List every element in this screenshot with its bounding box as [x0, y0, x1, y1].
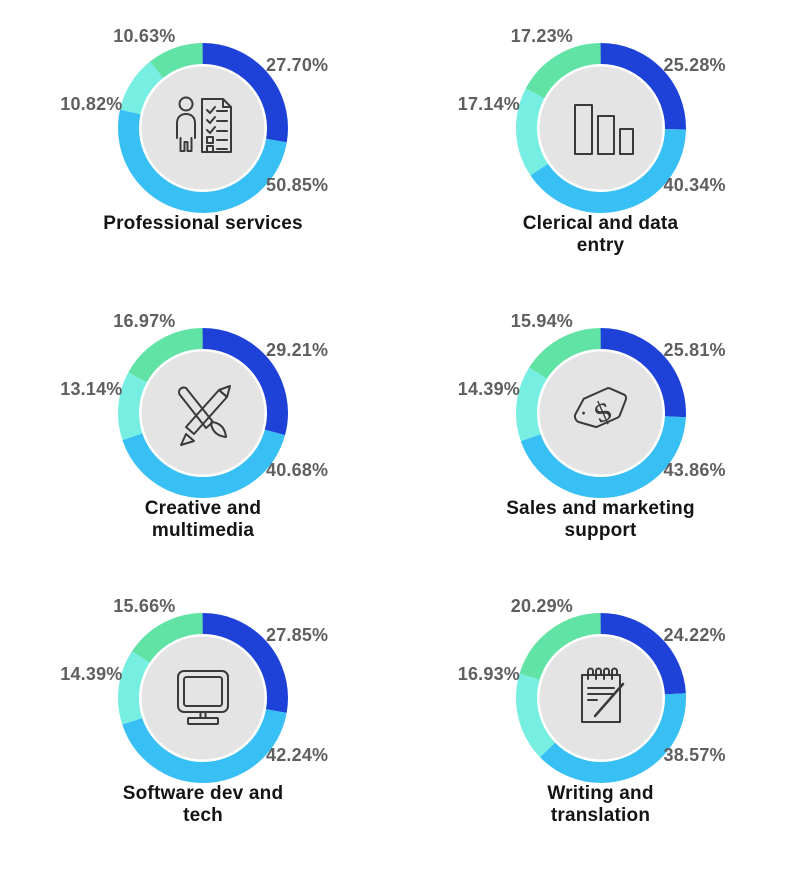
- chart-title-line: Software dev and: [122, 783, 284, 804]
- donut-segment: [118, 43, 288, 213]
- pencil-brush-icon: [167, 377, 239, 449]
- person-checklist-icon: [167, 92, 239, 164]
- chart-title-line: translation: [550, 805, 651, 826]
- donut-segment: [118, 328, 288, 498]
- donut-chart-cell: 24.22% 38.57% 16.93% 20.29% Writing and t…: [398, 570, 795, 855]
- segment-value-label: 29.21%: [266, 340, 329, 360]
- bar-chart-icon: [565, 92, 637, 164]
- donut-ring: [515, 328, 686, 498]
- svg-text:$: $: [587, 393, 617, 430]
- donut-chart-cell: 29.21% 40.68% 13.14% 16.97% Creative and…: [0, 285, 398, 570]
- donut-segment: [118, 328, 288, 498]
- donut-segment: [515, 328, 686, 498]
- donut-segment: [118, 43, 288, 213]
- segment-value-label: 10.82%: [60, 94, 123, 114]
- notepad-icon: [580, 667, 624, 723]
- donut-center-circle: [539, 636, 662, 760]
- chart-title-line: support: [564, 520, 637, 541]
- segment-value-label: 20.29%: [510, 596, 573, 616]
- segment-value-label: 14.39%: [457, 379, 520, 399]
- donut-segment: [118, 328, 288, 498]
- segment-value-label: 27.70%: [266, 55, 329, 75]
- chart-title-line: tech: [183, 805, 223, 826]
- donut-segment: [118, 613, 288, 783]
- donut-segment: [515, 613, 686, 783]
- chart-title: Writing and translation: [496, 783, 706, 827]
- segment-value-label: 38.57%: [663, 745, 726, 765]
- donut-chart: [515, 613, 686, 783]
- donut-segment: [118, 328, 288, 498]
- donut-segment: [515, 43, 686, 213]
- chart-title-line: Clerical and data: [522, 213, 679, 234]
- segment-value-label: 10.63%: [113, 26, 176, 46]
- donut-segment: [515, 328, 686, 498]
- chart-title-line: entry: [576, 235, 625, 256]
- chart-title: Professional services: [98, 213, 308, 235]
- donut-ring: [515, 43, 686, 213]
- donut-segment: [118, 43, 288, 213]
- price-tag-icon: $: [573, 387, 627, 430]
- segment-value-label: 17.14%: [457, 94, 520, 114]
- donut-segment: [118, 613, 288, 783]
- donut-chart-cell: 27.70% 50.85% 10.82% 10.63% Professional…: [0, 0, 398, 285]
- bar-chart-icon: [573, 104, 634, 155]
- segment-value-label: 43.86%: [663, 460, 726, 480]
- segment-value-label: 25.28%: [663, 55, 726, 75]
- donut-chart: [118, 328, 288, 498]
- donut-center-circle: [141, 351, 265, 475]
- pencil-brush-icon: [177, 385, 231, 446]
- segment-value-label: 16.97%: [113, 311, 176, 331]
- chart-title-line: Writing and: [547, 783, 654, 804]
- donut-chart: [515, 43, 686, 213]
- segment-value-label: 27.85%: [266, 625, 329, 645]
- price-tag-icon: $: [565, 377, 637, 449]
- donut-center-circle: [141, 636, 265, 760]
- donut-segment: [515, 328, 686, 498]
- donut-chart: [118, 43, 288, 213]
- donut-chart: $: [515, 328, 686, 498]
- donut-center-circle: [539, 351, 662, 475]
- monitor-icon: [167, 662, 239, 734]
- segment-value-label: 40.68%: [266, 460, 329, 480]
- chart-title: Creative and multimedia: [98, 498, 308, 542]
- chart-title: Sales and marketing support: [496, 498, 706, 542]
- segment-value-label: 40.34%: [663, 175, 726, 195]
- donut-segment: [515, 43, 686, 213]
- chart-title-line: multimedia: [151, 520, 255, 541]
- chart-title-line: Creative and: [144, 498, 262, 519]
- segment-value-label: 13.14%: [60, 379, 123, 399]
- chart-title: Software dev and tech: [98, 783, 308, 827]
- chart-title-line: Professional services: [103, 213, 303, 234]
- donut-ring: [118, 613, 288, 783]
- donut-chart-grid: 27.70% 50.85% 10.82% 10.63% Professional…: [0, 0, 795, 855]
- segment-value-label: 50.85%: [266, 175, 329, 195]
- donut-segment: [515, 613, 686, 783]
- segment-value-label: 24.22%: [663, 625, 726, 645]
- donut-chart-cell: 27.85% 42.24% 14.39% 15.66% Software dev…: [0, 570, 398, 855]
- donut-ring: [118, 328, 288, 498]
- monitor-icon: [177, 670, 229, 725]
- donut-segment: [515, 613, 686, 783]
- donut-chart: [118, 613, 288, 783]
- donut-ring: [515, 613, 686, 783]
- segment-value-label: 17.23%: [510, 26, 573, 46]
- donut-chart-cell: $ 25.81% 43.86% 14.39% 15.94% Sales and …: [398, 285, 795, 570]
- notepad-icon: [565, 662, 637, 734]
- segment-value-label: 15.94%: [510, 311, 573, 331]
- segment-value-label: 15.66%: [113, 596, 176, 616]
- donut-segment: [515, 43, 686, 213]
- donut-segment: [118, 613, 288, 783]
- segment-value-label: 25.81%: [663, 340, 726, 360]
- segment-value-label: 16.93%: [457, 664, 520, 684]
- donut-center-circle: [539, 66, 662, 190]
- donut-segment: [515, 328, 686, 498]
- donut-segment: [515, 43, 686, 213]
- chart-title-line: Sales and marketing: [506, 498, 695, 519]
- segment-value-label: 42.24%: [266, 745, 329, 765]
- segment-value-label: 14.39%: [60, 664, 123, 684]
- person-checklist-icon: [176, 96, 232, 153]
- donut-chart-cell: 25.28% 40.34% 17.14% 17.23% Clerical and…: [398, 0, 795, 285]
- chart-title: Clerical and data entry: [496, 213, 706, 257]
